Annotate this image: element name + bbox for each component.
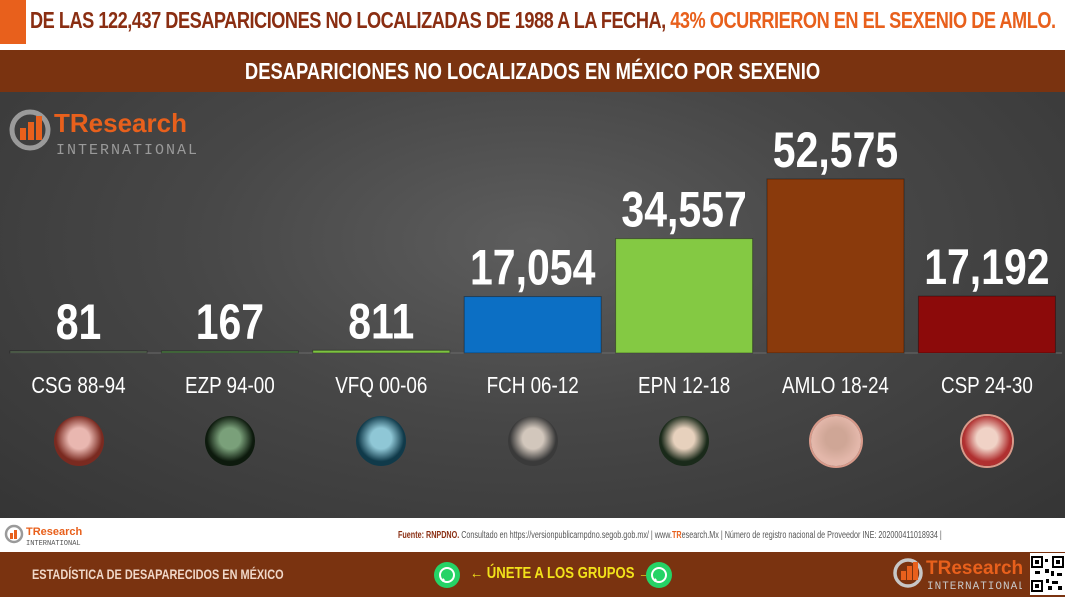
portrait-photo-amlo — [810, 416, 861, 466]
portrait-photo-ezp — [204, 416, 255, 466]
source-logo: TResearch INTERNATIONAL — [4, 524, 83, 548]
portrait-photo-epn — [659, 416, 710, 466]
bar-epn — [615, 238, 754, 354]
bar-fch — [463, 296, 602, 354]
source-site-rest: esearch.Mx | Número de registro nacional… — [681, 530, 942, 541]
whatsapp-glyph-icon — [651, 567, 667, 583]
qr-pattern — [1031, 556, 1064, 592]
portrait-photo-csp — [961, 416, 1012, 466]
chart-title-text: DESAPARICIONES NO LOCALIZADOS EN MÉXICO … — [244, 58, 821, 84]
bar-vfq — [312, 349, 451, 354]
category-label: EPN 12-18 — [638, 373, 730, 398]
footer-logo: TResearch INTERNATIONAL — [893, 558, 1022, 593]
join-groups-link[interactable]: ← ÚNETE A LOS GRUPOS → — [470, 565, 652, 582]
source-url-text: Consultado en https://versionpublicarnpd… — [461, 530, 673, 541]
value-label: 81 — [56, 294, 102, 350]
footer-logo-sub: INTERNATIONAL — [927, 581, 1022, 593]
value-label: 17,192 — [924, 239, 1049, 295]
category-label: AMLO 18-24 — [782, 373, 889, 398]
logo-sub: INTERNATIONAL — [56, 142, 196, 159]
chart-title: DESAPARICIONES NO LOCALIZADOS EN MÉXICO … — [0, 50, 1065, 92]
footer-logo-brand: TResearch — [926, 558, 1022, 579]
value-label: 811 — [348, 293, 414, 349]
headline-main: DE LAS 122,437 DESAPARICIONES NO LOCALIZ… — [30, 7, 666, 33]
source-logo-sub: INTERNATIONAL — [26, 540, 81, 548]
value-label: 52,575 — [773, 122, 898, 178]
bar-ezp — [160, 350, 299, 354]
logo-mark-icon — [9, 109, 51, 151]
portrait-photo-csg — [53, 416, 104, 466]
qr-code-icon[interactable] — [1030, 553, 1065, 595]
category-label: EZP 94-00 — [185, 373, 275, 398]
headline: DE LAS 122,437 DESAPARICIONES NO LOCALIZ… — [30, 7, 1056, 34]
tresearch-logo: TResearch INTERNATIONAL — [9, 108, 196, 159]
bar-csg — [9, 350, 148, 354]
category-label: VFQ 00-06 — [335, 373, 427, 398]
category-label: FCH 06-12 — [487, 373, 579, 398]
source-label: Fuente: RNPDNO. — [398, 530, 460, 541]
value-label: 167 — [196, 294, 264, 350]
footer-left-text: ESTADÍSTICA DE DESAPARECIDOS EN MÉXICO — [32, 566, 284, 582]
headline-highlight: 43% OCURRIERON EN EL SEXENIO DE AMLO. — [670, 7, 1056, 33]
headline-accent — [0, 0, 26, 44]
bar-csp — [917, 295, 1056, 354]
footer-logo-mark-icon — [893, 558, 923, 588]
source-logo-mark-icon — [4, 524, 24, 544]
logo-brand: TResearch — [54, 108, 187, 138]
headline-bar — [0, 0, 1065, 44]
footer-bar — [0, 552, 1065, 597]
whatsapp-icon[interactable] — [434, 562, 460, 588]
source-bar — [0, 518, 1065, 552]
whatsapp-icon[interactable] — [646, 562, 672, 588]
source-text: Fuente: RNPDNO. Consultado en https://ve… — [398, 530, 942, 541]
portrait-photo-fch — [507, 416, 558, 466]
category-label: CSG 88-94 — [31, 373, 126, 398]
value-label: 34,557 — [621, 182, 746, 238]
source-site-brand: TR — [672, 530, 682, 541]
source-logo-brand: TResearch — [26, 526, 83, 538]
portrait-photo-vfq — [356, 416, 407, 466]
bar-chart: 81 167 811 17,054 34,557 52,575 17,192 CSG 88-… — [9, 122, 1062, 398]
title-bar — [0, 50, 1065, 92]
bar-amlo — [766, 178, 905, 354]
value-label: 17,054 — [470, 240, 596, 296]
category-label: CSP 24-30 — [941, 373, 1033, 398]
whatsapp-glyph-icon — [439, 567, 455, 583]
